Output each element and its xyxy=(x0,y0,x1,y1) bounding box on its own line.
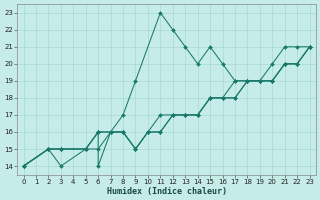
X-axis label: Humidex (Indice chaleur): Humidex (Indice chaleur) xyxy=(107,187,227,196)
